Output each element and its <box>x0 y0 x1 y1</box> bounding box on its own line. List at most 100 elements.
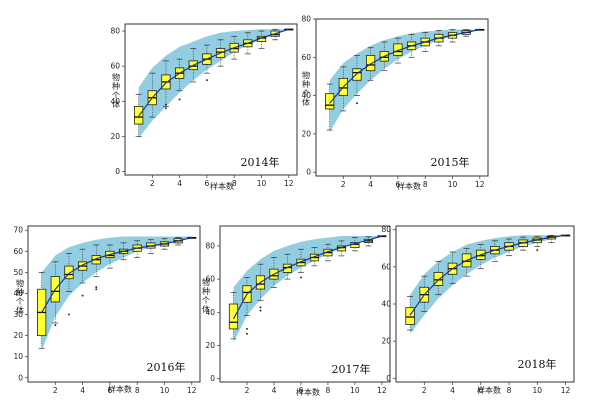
x-tick-label: 2 <box>341 180 346 189</box>
box-1 <box>325 83 335 131</box>
outlier-point <box>164 103 167 106</box>
y-tick-label: 10 <box>13 352 23 361</box>
chart-panel-2015: 2 4 6 8 10 12 0 20 40 60 80 样本数 物种个体 2015年 <box>301 15 489 191</box>
y-tick-label: 30 <box>13 310 23 319</box>
outlier-point <box>245 327 248 330</box>
x-tick-label: 6 <box>478 386 483 395</box>
y-axis-title: 物种个体 <box>112 72 120 109</box>
chart-panel-2016: 2 4 6 8 10 12 0 10 20 30 40 50 60 70 样本数 物种个体 2016年 <box>13 225 201 395</box>
x-tick-label: 8 <box>507 386 512 395</box>
outlier-point <box>245 332 248 335</box>
year-label: 2017年 <box>332 362 371 376</box>
outlier-point <box>355 102 358 105</box>
chart-panel-2017: 2 4 6 8 10 12 0 20 40 60 80 样本数 物种个体 2017年 <box>202 225 391 397</box>
x-axis-title: 样本数 <box>296 387 320 397</box>
x-axis-title: 样本数 <box>210 181 234 191</box>
x-tick-label: 10 <box>160 386 170 395</box>
y-tick-label: 0 <box>386 374 391 383</box>
year-label: 2014年 <box>241 155 280 169</box>
outlier-point <box>81 294 84 297</box>
outlier-point <box>205 79 208 82</box>
x-tick-label: 10 <box>350 386 360 395</box>
box-iqr <box>352 68 362 81</box>
box-4 <box>77 248 88 297</box>
y-tick-label: 70 <box>13 226 23 235</box>
y-tick-label: 0 <box>306 168 311 177</box>
box-iqr <box>282 263 293 273</box>
y-tick-label: 20 <box>301 129 311 138</box>
chart-panel-2014: 2 4 6 8 10 12 0 20 40 60 80 样本数 物种个体 2014年 <box>110 23 298 191</box>
confidence-band <box>410 235 566 334</box>
y-tick-label: 60 <box>205 275 215 284</box>
x-tick-label: 6 <box>205 179 210 188</box>
x-axis-title: 样本数 <box>397 181 421 191</box>
y-tick-label: 40 <box>301 91 311 100</box>
y-tick-label: 20 <box>13 331 23 340</box>
box-1 <box>37 272 47 349</box>
x-tick-label: 6 <box>108 386 113 395</box>
x-axis-title: 样本数 <box>477 385 501 395</box>
y-tick-label: 0 <box>210 374 215 383</box>
year-label: 2016年 <box>147 360 186 374</box>
x-tick-label: 10 <box>532 386 542 395</box>
y-tick-label: 40 <box>13 289 23 298</box>
x-tick-label: 4 <box>450 386 455 395</box>
outlier-point <box>67 313 70 316</box>
x-tick-label: 10 <box>448 180 458 189</box>
x-tick-label: 12 <box>187 386 197 395</box>
y-axis-title: 物种个体 <box>16 278 24 315</box>
x-tick-label: 4 <box>177 179 182 188</box>
x-axis-title: 样本数 <box>108 384 132 394</box>
outlier-point <box>299 276 302 279</box>
box-3 <box>64 253 74 316</box>
box-12 <box>377 235 387 238</box>
y-tick-label: 0 <box>115 167 120 176</box>
box-iqr <box>64 265 74 280</box>
y-tick-label: 20 <box>205 341 215 350</box>
mean-curve <box>329 28 480 104</box>
x-tick-label: 6 <box>299 386 304 395</box>
x-tick-label: 12 <box>561 386 571 395</box>
x-tick-label: 2 <box>53 386 58 395</box>
x-tick-label: 12 <box>284 179 294 188</box>
y-tick-label: 60 <box>110 62 120 71</box>
y-axis-title: 物种个体 <box>202 277 210 314</box>
box-iqr <box>433 272 444 286</box>
x-tick-label: 2 <box>150 179 155 188</box>
box-3 <box>433 260 444 296</box>
y-tick-label: 0 <box>18 373 23 382</box>
x-tick-label: 12 <box>475 180 485 189</box>
box-4 <box>365 47 376 81</box>
outlier-point <box>95 288 98 291</box>
mean-curve <box>232 235 383 320</box>
box-iqr <box>405 307 415 325</box>
y-tick-label: 40 <box>205 308 215 317</box>
year-label: 2018年 <box>518 357 557 371</box>
x-tick-label: 6 <box>396 180 401 189</box>
x-tick-label: 4 <box>272 386 277 395</box>
box-1 <box>228 292 239 340</box>
x-tick-label: 8 <box>423 180 428 189</box>
year-label: 2015年 <box>431 155 470 169</box>
y-tick-label: 20 <box>381 337 391 346</box>
box-3 <box>161 60 171 110</box>
x-tick-label: 2 <box>245 386 250 395</box>
outlier-point <box>259 306 262 309</box>
x-tick-label: 10 <box>257 179 267 188</box>
box-iqr <box>365 54 376 72</box>
box-1 <box>405 296 415 331</box>
y-tick-label: 50 <box>13 268 23 277</box>
y-axis-title: 物种个体 <box>302 70 310 107</box>
y-tick-label: 80 <box>301 15 311 24</box>
box-iqr <box>228 303 239 330</box>
outlier-point <box>95 286 98 289</box>
y-tick-label: 60 <box>381 262 391 271</box>
x-tick-label: 4 <box>368 180 373 189</box>
y-tick-label: 80 <box>110 27 120 36</box>
outlier-point <box>54 324 57 327</box>
x-tick-label: 12 <box>377 386 387 395</box>
y-tick-label: 60 <box>13 247 23 256</box>
box-iqr <box>325 93 335 110</box>
y-tick-label: 40 <box>381 300 391 309</box>
